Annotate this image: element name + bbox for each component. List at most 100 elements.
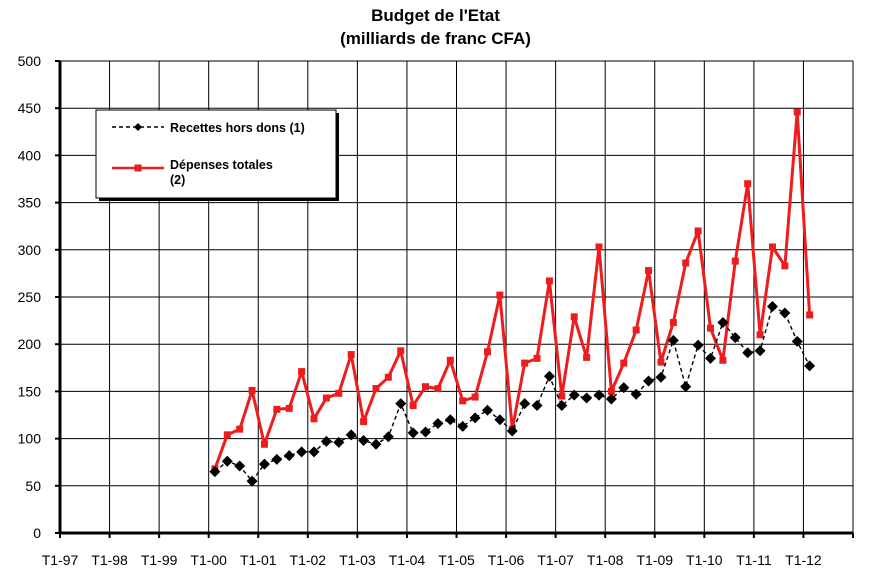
data-point-recettes	[543, 370, 555, 382]
data-point-recettes	[506, 425, 518, 437]
data-point-depenses	[607, 387, 615, 395]
data-point-depenses	[285, 404, 293, 412]
data-point-depenses	[707, 324, 715, 332]
data-point-depenses	[322, 394, 330, 402]
x-tick-label: T1-11	[736, 552, 772, 568]
data-point-depenses	[595, 243, 603, 251]
data-point-depenses	[260, 440, 268, 448]
data-point-recettes	[246, 475, 258, 487]
data-point-depenses	[360, 418, 368, 426]
data-point-recettes	[382, 431, 394, 443]
x-tick-label: T1-99	[141, 552, 178, 568]
y-tick-label: 500	[18, 53, 42, 69]
data-point-recettes	[469, 412, 481, 424]
data-point-recettes	[717, 316, 729, 328]
data-point-depenses	[781, 262, 789, 270]
y-tick-label: 350	[18, 195, 42, 211]
y-tick-label: 200	[18, 336, 42, 352]
data-point-depenses	[558, 392, 566, 400]
data-point-recettes	[705, 352, 717, 364]
x-tick-label: T1-06	[488, 552, 525, 568]
data-point-recettes	[333, 436, 345, 448]
data-point-recettes	[271, 453, 283, 465]
legend-label-recettes: Recettes hors dons (1)	[170, 121, 305, 135]
x-tick-label: T1-98	[91, 552, 128, 568]
data-point-recettes	[432, 417, 444, 429]
x-tick-label: T1-07	[537, 552, 574, 568]
data-point-recettes	[531, 400, 543, 412]
y-tick-label: 450	[18, 100, 42, 116]
legend-label-depenses: Dépenses totales	[170, 158, 273, 172]
data-point-depenses	[632, 326, 640, 334]
data-point-depenses	[731, 257, 739, 265]
y-tick-label: 50	[25, 478, 41, 494]
data-point-depenses	[347, 351, 355, 359]
data-point-recettes	[804, 360, 816, 372]
data-point-depenses	[397, 347, 405, 355]
data-point-recettes	[630, 388, 642, 400]
data-point-depenses	[669, 318, 677, 326]
data-point-recettes	[779, 307, 791, 319]
data-point-depenses	[223, 431, 231, 439]
data-point-depenses	[694, 227, 702, 235]
data-point-depenses	[570, 313, 578, 321]
data-point-recettes	[308, 446, 320, 458]
data-point-recettes	[742, 347, 754, 359]
data-point-recettes	[494, 414, 506, 426]
y-tick-label: 250	[18, 289, 42, 305]
data-point-recettes	[729, 332, 741, 344]
y-tick-label: 150	[18, 383, 42, 399]
data-point-depenses	[657, 358, 665, 366]
data-point-recettes	[581, 392, 593, 404]
data-point-depenses	[793, 108, 801, 116]
data-point-recettes	[283, 450, 295, 462]
data-point-depenses	[756, 331, 764, 339]
chart-title: Budget de l'Etat	[371, 6, 500, 25]
data-point-recettes	[320, 435, 332, 447]
data-point-recettes	[234, 460, 246, 472]
data-point-depenses	[384, 373, 392, 381]
data-point-recettes	[605, 393, 617, 405]
data-point-recettes	[556, 400, 568, 412]
data-point-depenses	[446, 356, 454, 364]
data-point-recettes	[258, 458, 270, 470]
x-tick-label: T1-00	[190, 552, 227, 568]
data-point-depenses	[409, 402, 417, 410]
data-point-depenses	[521, 359, 529, 367]
data-point-recettes	[457, 420, 469, 432]
data-point-recettes	[667, 334, 679, 346]
data-point-recettes	[766, 300, 778, 312]
data-point-depenses	[719, 356, 727, 364]
data-point-depenses	[620, 359, 628, 367]
legend-box	[95, 109, 337, 199]
data-point-depenses	[422, 383, 430, 391]
data-point-recettes	[345, 429, 357, 441]
x-tick-label: T1-12	[785, 552, 822, 568]
data-point-recettes	[519, 398, 531, 410]
y-tick-label: 300	[18, 242, 42, 258]
y-tick-label: 0	[33, 525, 41, 541]
data-point-depenses	[471, 393, 479, 401]
y-tick-label: 100	[18, 431, 42, 447]
data-point-depenses	[459, 397, 467, 405]
data-point-recettes	[481, 404, 493, 416]
data-point-recettes	[655, 371, 667, 383]
data-point-recettes	[395, 398, 407, 410]
x-tick-label: T1-10	[686, 552, 723, 568]
chart-subtitle: (milliards de franc CFA)	[340, 29, 531, 48]
data-point-recettes	[420, 426, 432, 438]
x-tick-label: T1-04	[389, 552, 426, 568]
legend-marker-depenses	[134, 164, 142, 172]
legend-label-depenses-note: (2)	[170, 173, 185, 187]
x-tick-label: T1-02	[290, 552, 327, 568]
data-point-depenses	[682, 259, 690, 267]
data-point-recettes	[407, 427, 419, 439]
x-tick-label: T1-05	[438, 552, 475, 568]
data-point-depenses	[298, 368, 306, 376]
data-point-recettes	[754, 345, 766, 357]
data-point-depenses	[434, 385, 442, 393]
legend-marker-recettes	[134, 123, 142, 131]
y-tick-label: 400	[18, 147, 42, 163]
data-point-recettes	[568, 389, 580, 401]
